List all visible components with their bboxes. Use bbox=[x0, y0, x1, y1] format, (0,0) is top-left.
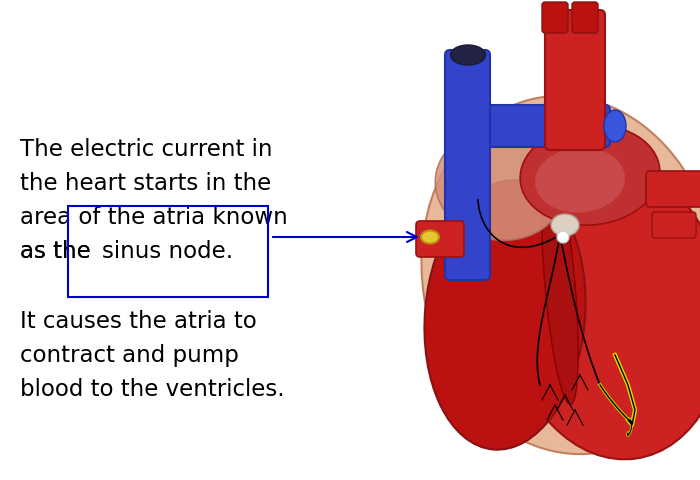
Text: It causes the atria to: It causes the atria to bbox=[20, 310, 257, 333]
Text: The electric current in: The electric current in bbox=[20, 138, 272, 161]
FancyBboxPatch shape bbox=[480, 105, 610, 147]
Ellipse shape bbox=[424, 180, 586, 450]
Ellipse shape bbox=[504, 161, 700, 459]
FancyBboxPatch shape bbox=[445, 50, 490, 280]
FancyBboxPatch shape bbox=[416, 221, 464, 257]
Text: as the: as the bbox=[20, 240, 98, 263]
Circle shape bbox=[557, 231, 569, 243]
FancyBboxPatch shape bbox=[652, 212, 696, 238]
Ellipse shape bbox=[551, 214, 579, 236]
Ellipse shape bbox=[421, 96, 700, 454]
Ellipse shape bbox=[451, 45, 486, 65]
Ellipse shape bbox=[421, 230, 439, 243]
Ellipse shape bbox=[435, 130, 565, 240]
FancyBboxPatch shape bbox=[542, 2, 568, 33]
FancyBboxPatch shape bbox=[646, 171, 700, 207]
FancyBboxPatch shape bbox=[572, 2, 598, 33]
Text: the heart starts in the: the heart starts in the bbox=[20, 172, 272, 195]
Ellipse shape bbox=[520, 125, 660, 225]
Text: contract and pump: contract and pump bbox=[20, 344, 239, 367]
Text: as the: as the bbox=[20, 240, 98, 263]
Text: blood to the ventricles.: blood to the ventricles. bbox=[20, 378, 285, 401]
Ellipse shape bbox=[604, 110, 626, 142]
Ellipse shape bbox=[535, 147, 625, 213]
Ellipse shape bbox=[542, 166, 578, 405]
Text: area of the atria known: area of the atria known bbox=[20, 206, 288, 229]
Text: sinus node.: sinus node. bbox=[102, 240, 233, 263]
FancyBboxPatch shape bbox=[545, 10, 605, 150]
